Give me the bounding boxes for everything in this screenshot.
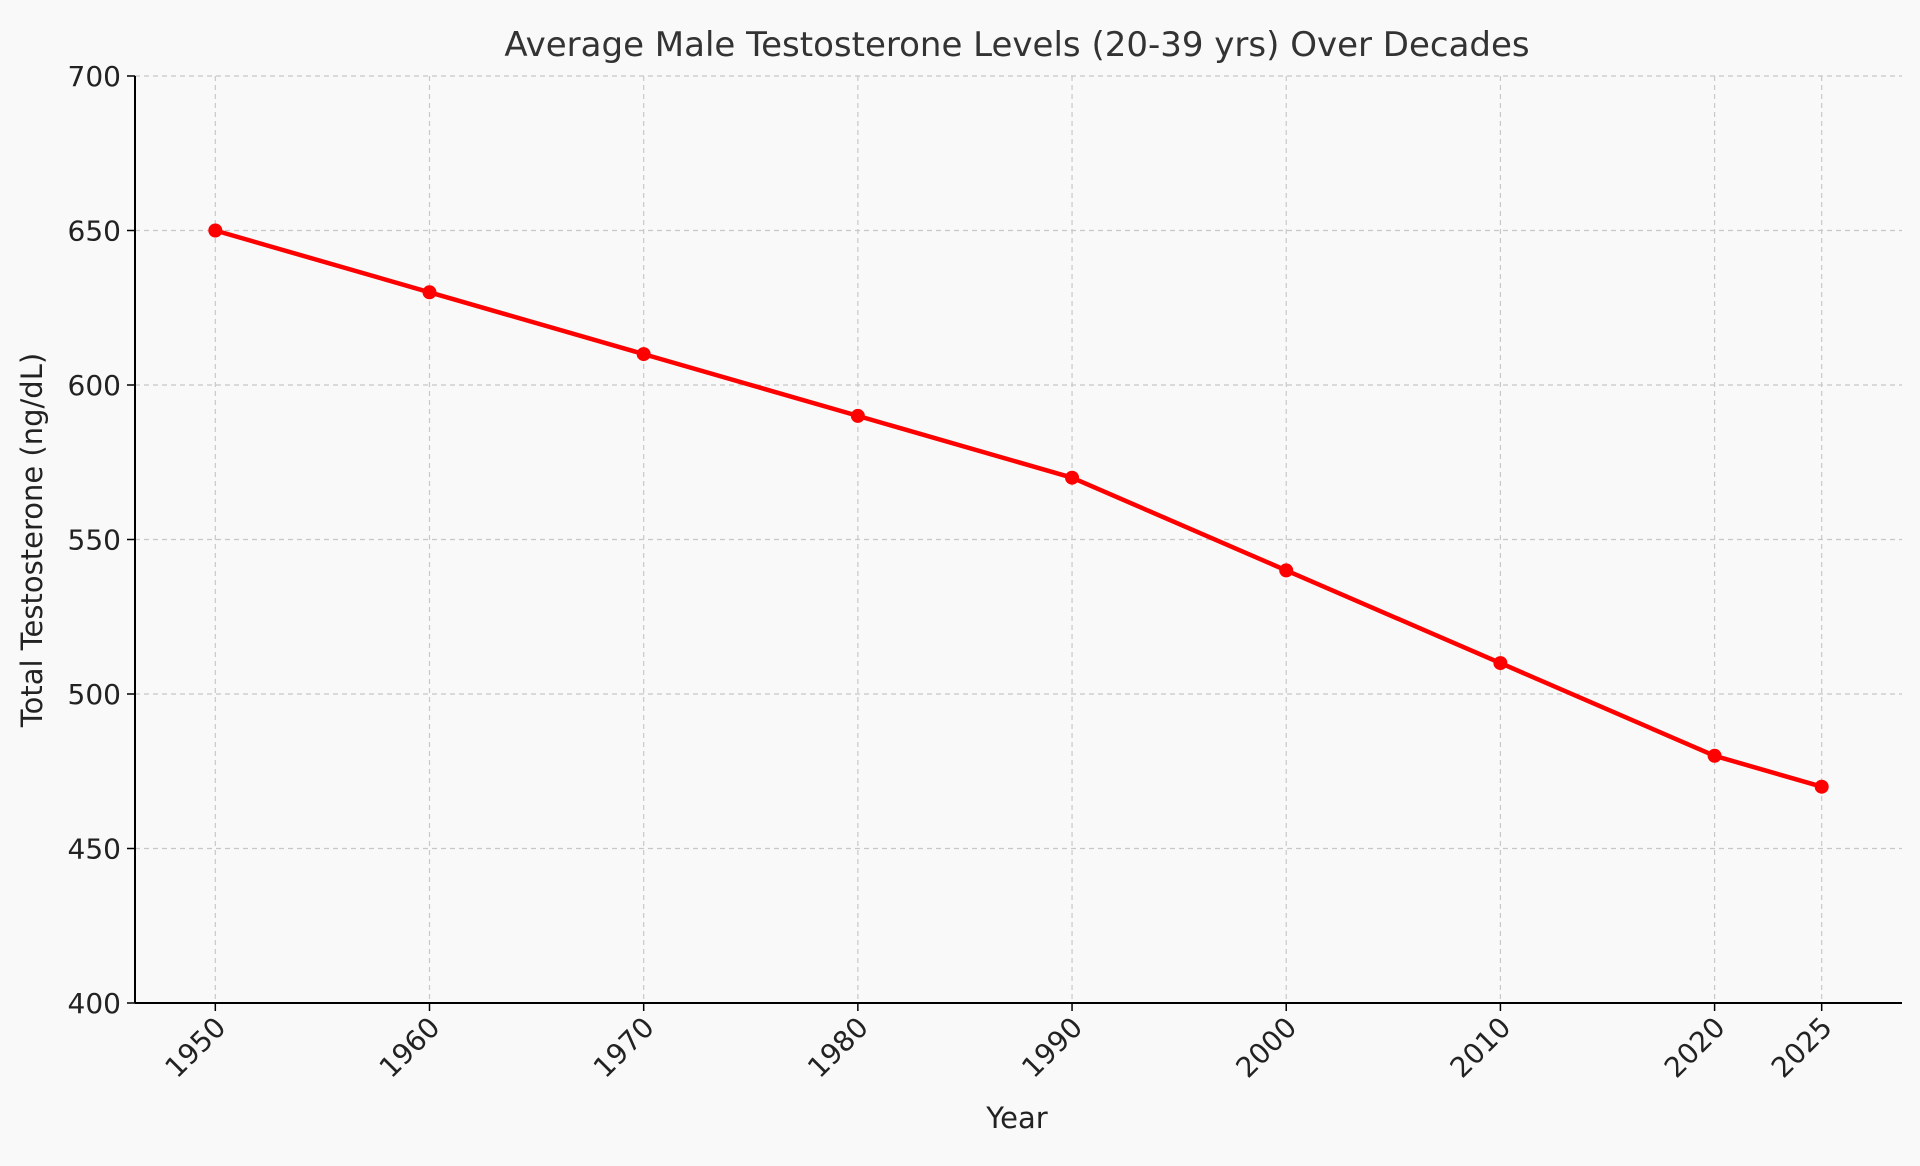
y-tick-label: 450 xyxy=(68,833,121,866)
data-point xyxy=(1279,563,1294,578)
data-point xyxy=(1814,779,1829,794)
y-tick-label: 550 xyxy=(68,524,121,557)
x-axis-label: Year xyxy=(985,1101,1047,1135)
data-point xyxy=(1707,748,1722,763)
chart-title: Average Male Testosterone Levels (20-39 … xyxy=(504,25,1529,65)
y-tick-label: 500 xyxy=(68,678,121,711)
y-tick-label: 400 xyxy=(68,987,121,1020)
data-point xyxy=(1065,470,1080,485)
y-tick-label: 700 xyxy=(68,60,121,93)
series xyxy=(208,223,1829,794)
data-point xyxy=(422,285,437,300)
data-point xyxy=(636,347,651,362)
data-point xyxy=(208,223,223,238)
y-tick-label: 650 xyxy=(68,215,121,248)
data-point xyxy=(850,408,865,423)
y-tick-label: 600 xyxy=(68,369,121,402)
data-point xyxy=(1493,656,1508,671)
y-axis-label: Total Testosterone (ng/dL) xyxy=(15,353,49,728)
